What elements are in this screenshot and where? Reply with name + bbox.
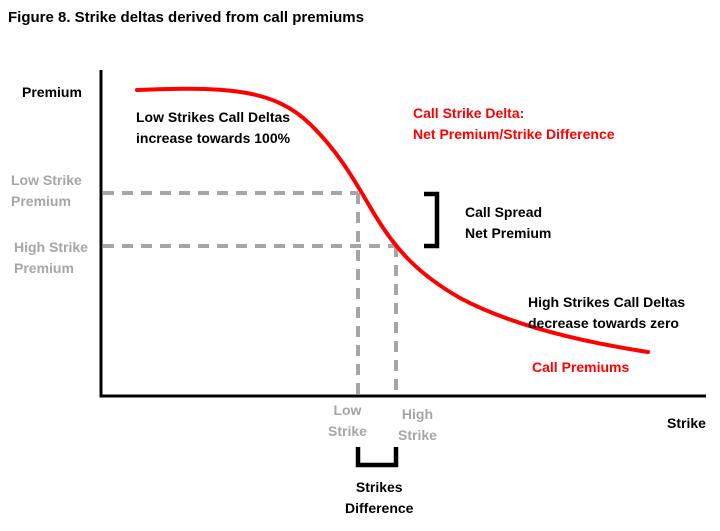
call-spread-bracket [424,191,440,249]
low-strike-label: Low Strike [328,402,367,439]
high-strike-label: High Strike [398,406,437,443]
low-strikes-note: Low Strikes Call Deltas increase towards… [136,109,291,146]
high-strikes-note: High Strikes Call Deltas decrease toward… [528,294,686,331]
high-strike-premium-label: High Strike Premium [14,239,88,276]
strikes-difference-label: Strikes Difference [345,479,414,516]
call-premiums-label: Call Premiums [532,359,630,375]
call-premium-curve [135,86,650,354]
y-axis-label: Premium [22,84,82,100]
call-spread-note: Call Spread Net Premium [465,204,552,241]
call-strike-delta-note: Call Strike Delta: Net Premium/Strike Di… [413,105,615,142]
x-axis-label: Strike [667,415,706,431]
low-strike-premium-label: Low Strike Premium [11,172,82,209]
figure-title: Figure 8. Strike deltas derived from cal… [8,9,364,26]
strikes-difference-bracket [355,447,399,468]
